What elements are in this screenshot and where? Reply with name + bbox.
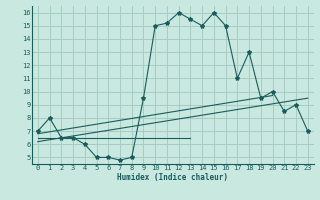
X-axis label: Humidex (Indice chaleur): Humidex (Indice chaleur)	[117, 173, 228, 182]
